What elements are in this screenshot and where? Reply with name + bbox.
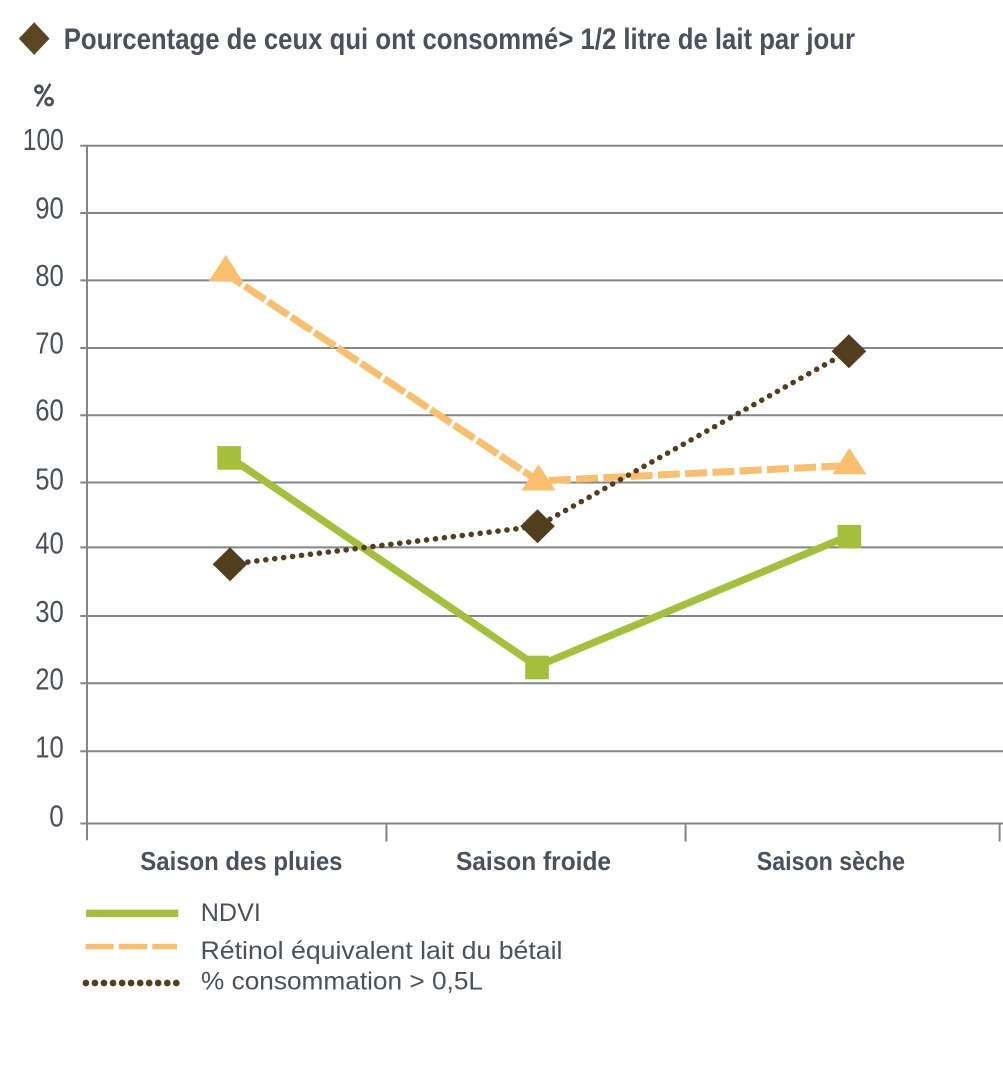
svg-text:70: 70: [35, 326, 64, 361]
svg-text:Rétinol équivalent lait du bét: Rétinol équivalent lait du bétail: [201, 937, 563, 965]
svg-text:0: 0: [49, 799, 64, 834]
svg-text:20: 20: [35, 661, 64, 696]
svg-text:30: 30: [35, 594, 64, 629]
svg-text:Pourcentage de ceux qui ont co: Pourcentage de ceux qui ont consommé> 1/…: [64, 23, 856, 56]
svg-text:% consommation > 0,5L: % consommation > 0,5L: [201, 968, 483, 996]
svg-text:90: 90: [35, 191, 64, 226]
svg-text:Saison froide: Saison froide: [456, 846, 611, 876]
svg-text:10: 10: [35, 729, 64, 764]
svg-text:Saison sèche: Saison sèche: [757, 846, 905, 876]
svg-text:NDVI: NDVI: [201, 899, 261, 927]
svg-text:Saison des pluies: Saison des pluies: [140, 846, 342, 876]
svg-text:80: 80: [35, 258, 64, 293]
svg-text:100: 100: [23, 122, 64, 157]
svg-text:50: 50: [35, 461, 64, 496]
svg-text:60: 60: [35, 393, 64, 428]
svg-text:40: 40: [35, 526, 64, 561]
